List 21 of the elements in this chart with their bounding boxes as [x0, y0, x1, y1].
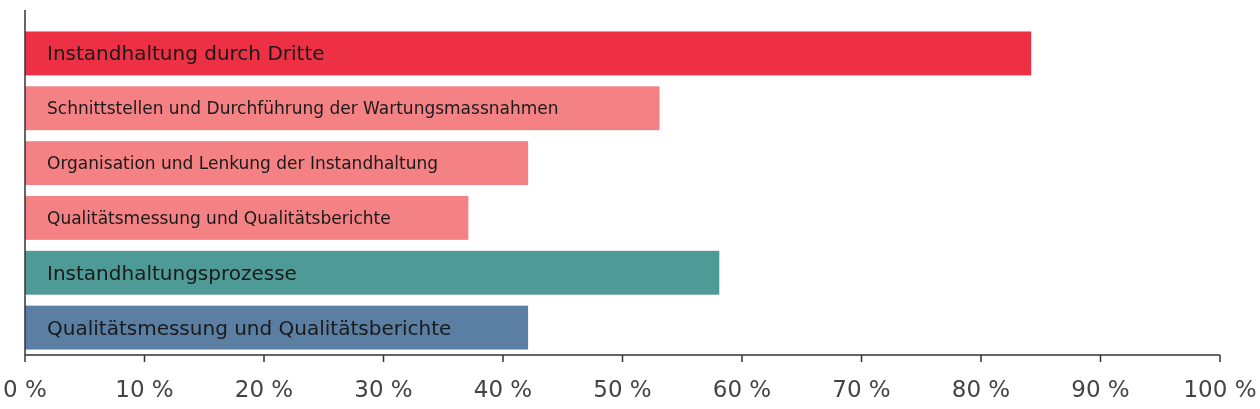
x-tick-label: 50 %	[593, 376, 652, 402]
y-tick-label: Organisation und Lenkung der Instandhaltung	[47, 153, 439, 174]
bar	[25, 141, 529, 186]
y-tick-label: Instandhaltung durch Dritte	[47, 41, 325, 66]
y-tick-label: Instandhaltungsprozesse	[47, 260, 297, 285]
x-tick-label: 100 %	[1183, 376, 1257, 402]
x-tick-label: 90 %	[1071, 376, 1130, 402]
x-tick-label: 10 %	[115, 376, 174, 402]
bar	[25, 31, 1032, 76]
x-tick-label: 70 %	[832, 376, 891, 402]
bar	[25, 86, 660, 131]
x-tick-label: 40 %	[473, 376, 533, 402]
x-tick-label: 60 %	[712, 376, 772, 402]
y-tick-label: Schnittstellen und Durchführung der Wartungsmassnahmen	[47, 98, 559, 119]
bar	[25, 250, 720, 295]
y-tick-label: Qualitätsmessung und Qualitätsberichte	[47, 315, 452, 340]
y-tick-label: Qualitätsmessung und Qualitätsberichte	[47, 207, 391, 228]
x-tick-label: 80 %	[951, 376, 1011, 402]
x-tick-label: 0 %	[3, 376, 47, 402]
x-tick-label: 20 %	[234, 376, 294, 402]
x-tick-label: 30 %	[354, 376, 413, 402]
